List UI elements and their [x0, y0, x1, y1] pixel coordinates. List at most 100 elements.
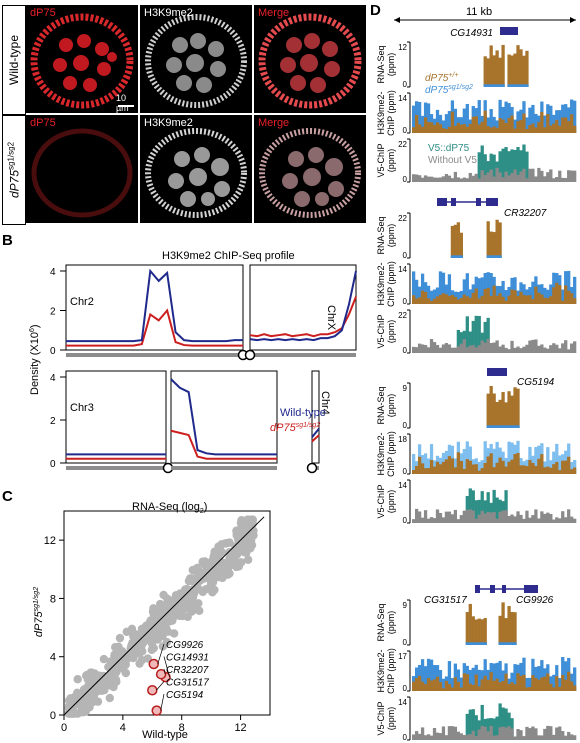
- k9-bar-wildtype: [412, 295, 416, 304]
- k9-bar-wildtype: [558, 686, 562, 691]
- rna-bar-wildtype: [468, 603, 472, 645]
- rna-bar-mutant: [480, 642, 484, 645]
- k9-bar-wildtype: [564, 679, 568, 691]
- k9-bar-wildtype: [444, 128, 449, 133]
- k9-bar-mutant: [441, 120, 446, 133]
- k9-bar-mutant: [489, 109, 493, 133]
- chromosome-bar: [66, 466, 166, 470]
- micrograph-wt-h3k9me2: H3K9me2: [140, 5, 252, 113]
- micrograph-mut-dp75: dP75: [26, 115, 138, 223]
- no-v5-bar: [507, 349, 511, 353]
- no-v5-bar: [516, 346, 520, 353]
- data-point: [235, 528, 245, 537]
- k9-bar-wildtype: [435, 296, 440, 304]
- rna-bar-wildtype: [450, 225, 455, 258]
- no-v5-bar: [567, 731, 571, 740]
- chromosome-box: [311, 370, 320, 464]
- v5-bar: [465, 316, 469, 353]
- k9-bar-wildtype: [564, 117, 568, 133]
- no-v5-bar: [549, 726, 553, 740]
- no-v5-bar: [453, 509, 458, 523]
- rna-bar-wildtype: [504, 402, 508, 428]
- k9-bar-wildtype: [570, 114, 574, 133]
- no-v5-bar: [558, 726, 562, 740]
- rna-bar-mutant: [450, 255, 455, 258]
- rna-bar-wildtype: [453, 224, 458, 258]
- k9-bar-wildtype: [468, 683, 472, 691]
- k9-bar-wildtype: [474, 464, 478, 474]
- highlighted-point: [151, 705, 162, 716]
- k9-bar-wildtype: [525, 129, 529, 133]
- k9-bar-mutant: [504, 457, 508, 474]
- k9-bar-mutant: [456, 291, 461, 304]
- rna-bar-mutant: [483, 642, 487, 645]
- no-v5-bar: [558, 348, 562, 353]
- k9-bar-wildtype: [456, 299, 461, 304]
- k9-bar-wildtype: [522, 113, 526, 133]
- k9-bar-mutant: [522, 657, 526, 691]
- k9-bar-wildtype: [462, 468, 466, 474]
- rna-bar-mutant: [504, 425, 508, 428]
- k9-bar-wildtype: [480, 468, 484, 474]
- track-label: RNA-Seq: [376, 216, 386, 254]
- v5-bar: [471, 320, 475, 353]
- track-label: (ppm): [386, 707, 396, 731]
- rna-bar-mutant: [489, 425, 493, 428]
- k9-bar-mutant: [426, 458, 431, 474]
- no-v5-bar: [435, 344, 440, 353]
- no-v5-bar: [450, 514, 455, 523]
- no-v5-bar: [417, 343, 422, 353]
- k9-bar-wildtype: [510, 459, 514, 474]
- k9-bar-wildtype: [420, 290, 425, 304]
- rna-bar-wildtype: [456, 222, 461, 258]
- no-v5-bar: [432, 177, 437, 182]
- data-point: [76, 691, 86, 700]
- v5-bar: [480, 145, 484, 182]
- no-v5-bar: [471, 730, 475, 740]
- k9-bar-wildtype: [540, 454, 544, 474]
- v5-bar: [486, 317, 490, 353]
- k9-bar-mutant: [507, 286, 511, 304]
- k9-bar-wildtype: [495, 678, 499, 691]
- no-v5-bar: [414, 174, 419, 182]
- track-max-label: 12: [398, 43, 407, 52]
- rna-bar-mutant: [507, 642, 511, 645]
- k9-bar-wildtype: [570, 469, 574, 474]
- rna-bar-wildtype: [516, 388, 520, 428]
- k9-bar-wildtype: [483, 288, 487, 304]
- k9-bar-mutant: [412, 454, 416, 474]
- k9-bar-wildtype: [441, 128, 446, 133]
- data-point: [175, 611, 184, 621]
- no-v5-bar: [510, 173, 514, 182]
- k9-bar-wildtype: [453, 467, 458, 474]
- k9-bar-wildtype: [453, 677, 458, 691]
- no-v5-bar: [412, 174, 416, 182]
- no-v5-bar: [501, 344, 505, 353]
- k9-bar-mutant: [507, 103, 511, 133]
- k9-bar-mutant: [528, 107, 532, 133]
- k9-bar-mutant: [501, 280, 505, 304]
- k9-bar-mutant: [501, 670, 505, 691]
- k9-bar-wildtype: [525, 687, 529, 691]
- gene-name: CG5194: [517, 377, 555, 388]
- data-point: [121, 660, 130, 669]
- k9-bar-mutant: [465, 103, 469, 133]
- k9-bar-mutant: [495, 120, 499, 133]
- data-point: [208, 555, 218, 564]
- gene-exon: [437, 198, 447, 206]
- highlighted-point: [155, 668, 167, 680]
- rna-bar-wildtype: [513, 53, 517, 87]
- k9-bar-wildtype: [456, 681, 461, 691]
- no-v5-bar: [444, 343, 449, 353]
- gene-exon: [451, 198, 456, 206]
- k9-bar-mutant: [534, 447, 538, 474]
- k9-bar-wildtype: [561, 674, 565, 691]
- track-label: (ppm): [386, 149, 396, 173]
- scale-bar: [118, 105, 134, 107]
- egg-chamber-image: [31, 128, 133, 218]
- track-max-label: 9: [403, 601, 408, 610]
- no-v5-bar: [414, 347, 419, 353]
- gene-label: CG5194: [166, 690, 204, 701]
- gene-label: CG31517: [166, 678, 209, 689]
